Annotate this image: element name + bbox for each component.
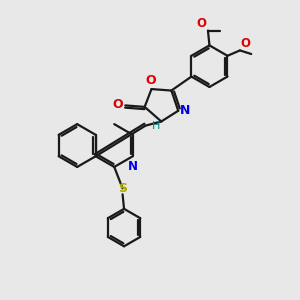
Text: N: N (128, 160, 138, 173)
Text: H: H (152, 121, 160, 131)
Text: O: O (241, 37, 250, 50)
Text: S: S (118, 182, 127, 195)
Text: O: O (196, 17, 206, 30)
Text: O: O (145, 74, 156, 87)
Text: O: O (112, 98, 123, 111)
Text: N: N (180, 104, 190, 117)
